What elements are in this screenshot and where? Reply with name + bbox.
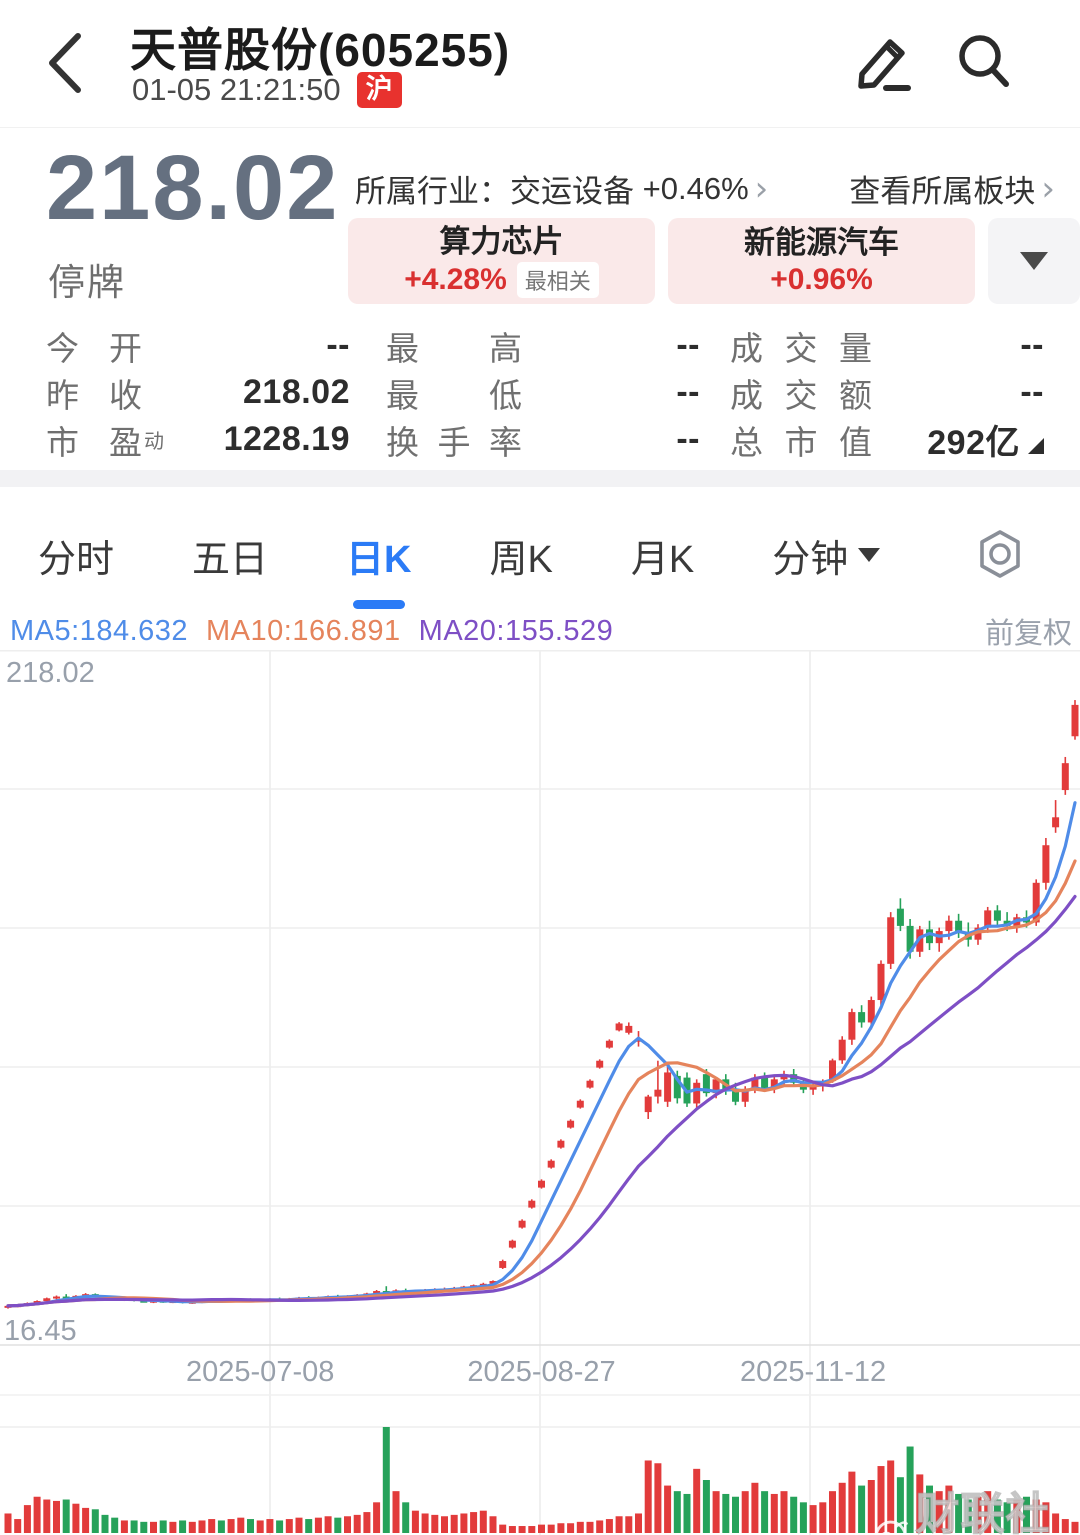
tag-change: +0.96%: [770, 262, 873, 296]
section-divider: [0, 470, 1080, 487]
market-badge: 沪: [356, 72, 402, 108]
kline-chart[interactable]: 218.02 16.45 2025-07-08 2025-08-27 2025-11-1…: [0, 650, 1080, 1535]
stat-label: 成交额: [730, 376, 872, 414]
view-sector-link[interactable]: 查看所属板块 ›: [849, 166, 1055, 211]
stats-row: 今开 -- 最高 -- 成交量 --: [0, 322, 1080, 369]
industry-name: 交运设备: [510, 174, 634, 209]
tag-name: 新能源汽车: [744, 225, 899, 261]
stat-label: 今开: [46, 329, 142, 367]
axis-label: 218.02: [6, 657, 95, 689]
tab-分钟[interactable]: 分钟: [772, 528, 881, 583]
stat-value: --: [1020, 326, 1044, 364]
kline-canvas: 218.02 16.45 2025-07-08 2025-08-27 2025-11-1…: [0, 650, 1080, 1535]
stat-value: 218.02: [243, 373, 350, 411]
tab-label: 分时: [38, 538, 115, 581]
stat-label: 最低: [386, 376, 522, 414]
axis-label: 2025-07-08: [186, 1356, 334, 1388]
tab-label: 周K: [489, 538, 553, 581]
view-sector-label: 查看所属板块: [849, 174, 1036, 209]
tags-expand-button[interactable]: [988, 218, 1080, 304]
ma-label: MA5:184.632: [10, 614, 189, 647]
stat-value: 292亿: [927, 415, 1044, 464]
tab-五日[interactable]: 五日: [192, 528, 268, 583]
stats-grid: 今开 -- 最高 -- 成交量 -- 昨收 218.02 最低 -- 成交额 -- 市盈动 1228.19…: [0, 322, 1080, 463]
stat-cell: 最高 --: [386, 322, 700, 369]
stat-cell: 总市值 292亿: [730, 416, 1044, 463]
quote-timestamp: 01-05 21:21:50: [132, 72, 341, 107]
header-subrow: 01-05 21:21:50 沪: [132, 72, 402, 108]
concept-tags: 算力芯片 +4.28% 最相关 新能源汽车 +0.96%: [348, 218, 1080, 304]
stock-title: 天普股份(605255): [130, 24, 511, 76]
tab-周K[interactable]: 周K: [489, 528, 552, 583]
chevron-down-icon: [1020, 252, 1048, 270]
header: 天普股份(605255) 01-05 21:21:50 沪: [0, 0, 1080, 128]
tab-月K[interactable]: 月K: [631, 528, 694, 583]
back-icon[interactable]: [42, 30, 88, 96]
tab-分时[interactable]: 分时: [38, 528, 114, 583]
axis-label: 2025-11-12: [740, 1356, 886, 1388]
expand-marker-icon: [1028, 438, 1044, 454]
stat-cell: 昨收 218.02: [46, 369, 350, 416]
stat-label: 成交量: [730, 329, 872, 367]
stat-cell: 今开 --: [46, 322, 350, 369]
stat-cell: 成交额 --: [730, 369, 1044, 416]
stat-value: --: [676, 420, 700, 458]
period-tabs: 分时 五日 日K 周K 月K 分钟: [0, 505, 1080, 605]
ma-labels-row: MA5:184.632 MA10:166.891 MA20:155.529 前复权: [10, 610, 1072, 652]
tab-label: 月K: [630, 538, 695, 581]
industry-change: +0.46%: [642, 170, 749, 206]
chevron-down-icon: [858, 548, 881, 562]
stat-label: 市盈: [46, 423, 142, 461]
concept-tag-chip[interactable]: 新能源汽车 +0.96%: [668, 218, 975, 304]
stat-value: 1228.19: [223, 420, 350, 458]
tag-name: 算力芯片: [439, 224, 564, 260]
stat-value: --: [1020, 373, 1044, 411]
stat-label: 昨收: [46, 376, 142, 414]
industry-link[interactable]: 所属行业： 交运设备 +0.46% ›: [355, 166, 849, 211]
stats-row: 昨收 218.02 最低 -- 成交额 --: [0, 369, 1080, 416]
stat-cell: 成交量 --: [730, 322, 1044, 369]
adjust-mode-label[interactable]: 前复权: [984, 618, 1072, 650]
industry-row: 所属行业： 交运设备 +0.46% › 查看所属板块 ›: [355, 166, 1055, 211]
stat-label: 换手率: [386, 423, 522, 461]
edit-icon[interactable]: [852, 28, 916, 96]
stat-cell: 市盈动 1228.19: [46, 416, 350, 463]
stat-value: --: [676, 373, 700, 411]
stat-label: 总市值: [730, 423, 872, 461]
stat-value: --: [676, 326, 700, 364]
tab-label: 分钟: [772, 538, 849, 581]
tab-label: 日K: [346, 538, 412, 581]
tag-change: +4.28%: [404, 262, 507, 296]
chevron-right-icon: ›: [1041, 168, 1055, 209]
stat-value: --: [326, 326, 350, 364]
stat-cell: 最低 --: [386, 369, 700, 416]
axis-label: 16.45: [4, 1315, 77, 1347]
tab-日K[interactable]: 日K: [346, 528, 411, 583]
stat-cell: 换手率 --: [386, 416, 700, 463]
stat-label: 最高: [386, 329, 522, 367]
axis-label: 2025-08-27: [467, 1356, 615, 1388]
last-price: 218.02: [46, 137, 340, 239]
ma-label: MA10:166.891: [206, 614, 401, 647]
settings-icon[interactable]: [978, 529, 1022, 579]
chevron-right-icon: ›: [754, 168, 769, 209]
trading-status: 停牌: [48, 262, 126, 303]
concept-tag-chip[interactable]: 算力芯片 +4.28% 最相关: [348, 218, 655, 304]
stats-row: 市盈动 1228.19 换手率 -- 总市值 292亿: [0, 416, 1080, 463]
tag-badge: 最相关: [516, 261, 599, 298]
search-icon[interactable]: [952, 28, 1016, 96]
stat-label-sup: 动: [144, 431, 164, 453]
tab-label: 五日: [192, 538, 269, 581]
ma-label: MA20:155.529: [418, 614, 614, 647]
industry-label: 所属行业：: [355, 174, 510, 209]
